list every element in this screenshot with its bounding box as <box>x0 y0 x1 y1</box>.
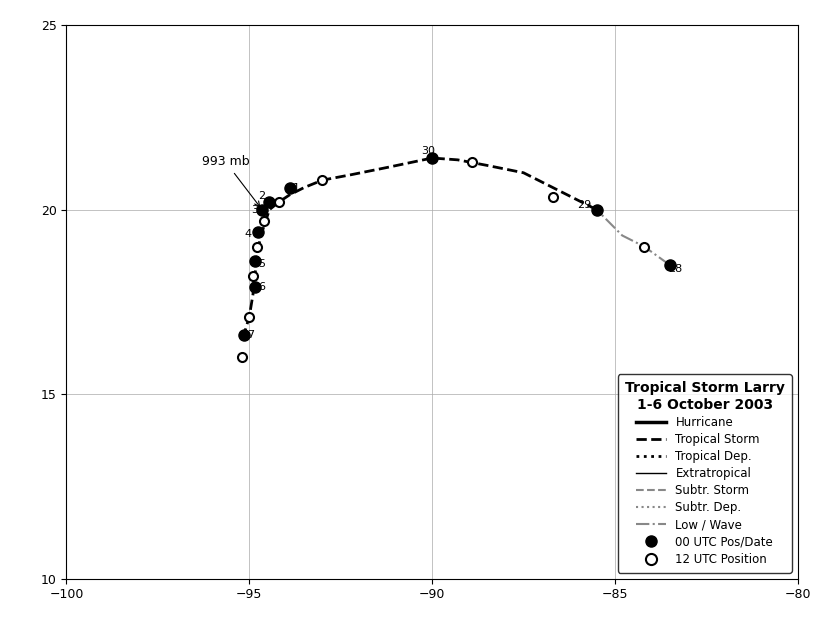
Text: 5: 5 <box>258 259 265 269</box>
Text: 30: 30 <box>421 147 435 157</box>
Text: 2: 2 <box>258 191 266 201</box>
Text: 29: 29 <box>577 200 591 210</box>
Text: 993 mb: 993 mb <box>202 155 259 206</box>
Text: 3: 3 <box>251 204 258 214</box>
Legend: Hurricane, Tropical Storm, Tropical Dep., Extratropical, Subtr. Storm, Subtr. De: Hurricane, Tropical Storm, Tropical Dep.… <box>617 374 792 573</box>
Text: 28: 28 <box>668 264 682 274</box>
Text: 6: 6 <box>258 282 265 292</box>
Text: 7: 7 <box>247 330 254 340</box>
Text: 1: 1 <box>293 182 300 192</box>
Text: 4: 4 <box>244 229 252 238</box>
